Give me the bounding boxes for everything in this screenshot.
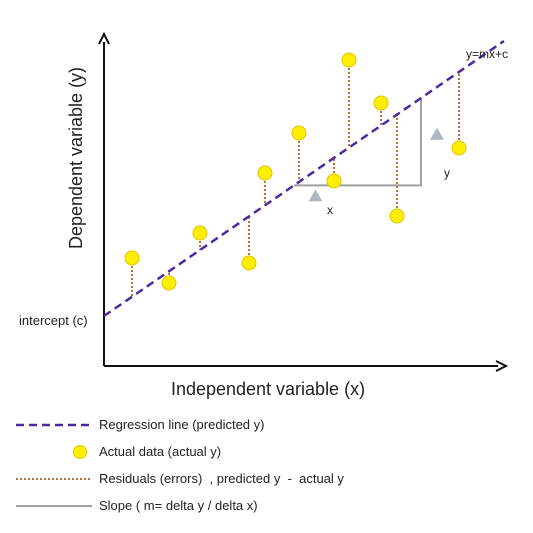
data-point-9 (373, 95, 389, 111)
data-point-3 (192, 225, 208, 241)
data-point-11 (451, 140, 467, 156)
intercept-label: intercept (c) (19, 313, 88, 328)
x-axis-arrow (495, 360, 509, 372)
delta-y-marker (430, 127, 444, 140)
x-axis-label: Independent variable (x) (171, 379, 365, 399)
delta-y-label: y (444, 166, 450, 180)
data-point-2 (161, 275, 177, 291)
data-point-1 (124, 250, 140, 266)
legend: Regression line (predicted y) Actual dat… (16, 417, 344, 513)
data-point-10 (389, 208, 405, 224)
regression-equation-label: y=mx+c (466, 47, 508, 61)
regression-line (103, 39, 505, 318)
delta-x-marker (308, 189, 323, 202)
data-point-5 (257, 165, 273, 181)
legend-slope-label: Slope ( m= delta y / delta x) (99, 498, 258, 513)
y-axis-arrow (98, 31, 110, 45)
data-point-8 (341, 52, 357, 68)
data-point-4 (241, 255, 257, 271)
legend-actual-label: Actual data (actual y) (99, 444, 221, 459)
y-axis-label: Dependent variable (y) (66, 67, 86, 249)
delta-x-label: x (327, 203, 333, 217)
data-point-6 (291, 125, 307, 141)
plot-area (98, 31, 509, 372)
data-point-7 (326, 173, 342, 189)
legend-regression-label: Regression line (predicted y) (99, 417, 264, 432)
legend-residual-label: Residuals (errors) , predicted y - actua… (99, 471, 344, 486)
legend-actual-swatch (73, 445, 87, 459)
